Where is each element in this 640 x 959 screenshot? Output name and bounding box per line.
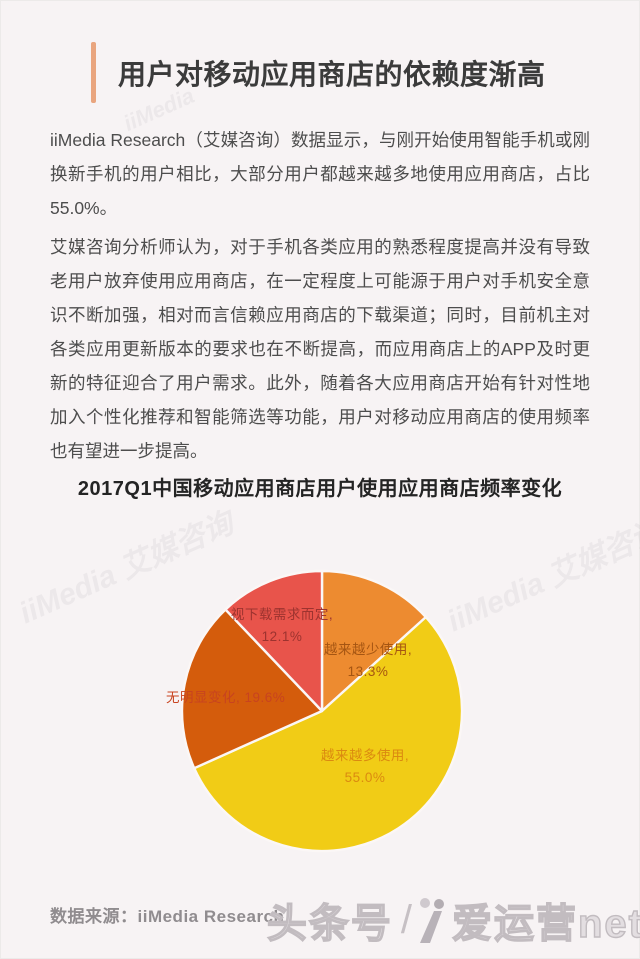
title-accent-bar	[91, 42, 96, 103]
paragraph-1: iiMedia Research（艾媒咨询）数据显示，与刚开始使用智能手机或刚换…	[50, 130, 590, 218]
pie-label-more-use: 越来越多使用, 55.0%	[320, 748, 410, 785]
watermark-toutiao: 头条号	[266, 901, 393, 946]
pie-slice-1	[193, 615, 464, 853]
paragraph-2: 艾媒咨询分析师认为，对于手机各类应用的熟悉程度提高并没有导致老用户放弃使用应用商…	[50, 237, 590, 461]
data-source: 数据来源：iiMedia Research	[50, 907, 285, 926]
pie-chart: 越来越少使用, 13.3% 越来越多使用, 55.0% 无明显变化, 19.6%…	[166, 561, 472, 861]
article-body: iiMedia Research（艾媒咨询）数据显示，与刚开始使用智能手机或刚换…	[50, 123, 590, 473]
pie-label-no-change: 无明显变化, 19.6%	[166, 690, 286, 705]
pie-slice-3	[224, 569, 324, 713]
watermark-aiyunying: 爱运营net	[451, 901, 640, 946]
person-icon	[420, 898, 444, 943]
chart-title: 2017Q1中国移动应用商店用户使用应用商店频率变化	[77, 478, 563, 500]
pie-label-depends-download: 视下载需求而定, 12.1%	[230, 607, 334, 644]
page-header: 用户对移动应用商店的依赖度渐高	[91, 42, 546, 103]
page-title: 用户对移动应用商店的依赖度渐高	[118, 58, 546, 90]
pie-label-less-use: 越来越少使用, 13.3%	[323, 642, 413, 679]
pie-slice-0	[320, 569, 428, 713]
pie-chart-svg	[180, 569, 464, 853]
pie-slice-2	[180, 608, 324, 770]
watermark-slash: /	[400, 897, 412, 942]
channel-watermark: 头条号 / 爱运营net	[266, 891, 640, 949]
